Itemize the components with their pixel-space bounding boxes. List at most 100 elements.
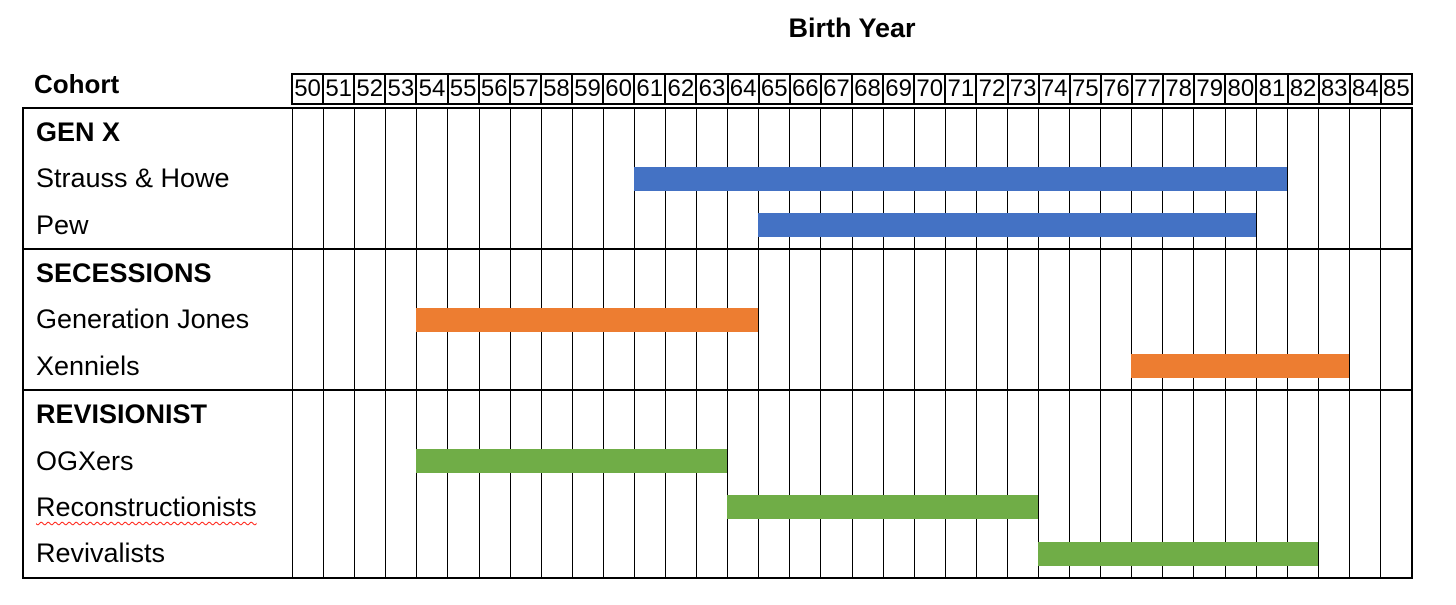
gridline	[1286, 250, 1288, 390]
row-track	[292, 531, 1411, 577]
row-label: OGXers	[24, 438, 292, 484]
gridline	[540, 391, 542, 577]
year-tick-label: 64	[729, 75, 760, 103]
gridline	[944, 250, 946, 390]
gridline	[1038, 391, 1039, 577]
gridline	[1006, 250, 1008, 390]
gridline	[478, 391, 480, 577]
gantt-section: GEN X Strauss & Howe Pew	[24, 109, 1412, 249]
gridline	[1286, 391, 1288, 577]
gridline	[1069, 391, 1071, 577]
gantt-bar	[1038, 541, 1318, 566]
gantt-bar	[758, 213, 1256, 238]
year-tick-label: 54	[417, 75, 449, 103]
gridline	[1348, 391, 1350, 577]
gridline	[478, 109, 480, 249]
gridline	[602, 109, 604, 249]
year-tick-label: 56	[480, 75, 511, 103]
section-header-label: SECESSIONS	[36, 257, 212, 288]
gantt-bar	[416, 307, 759, 332]
gridline	[665, 391, 666, 577]
row-track	[292, 438, 1411, 484]
row-label: Pew	[24, 202, 292, 248]
gridline	[1131, 250, 1133, 390]
gridline	[882, 391, 884, 577]
gantt-row: Generation Jones	[24, 297, 1411, 343]
gridline	[416, 109, 418, 249]
gridline	[820, 391, 822, 577]
gridline	[1348, 250, 1350, 390]
gridline	[385, 250, 387, 390]
year-tick-label: 59	[573, 75, 605, 103]
gridline	[323, 391, 325, 577]
gantt-row: OGXers	[24, 438, 1411, 484]
gridline	[944, 391, 946, 577]
gantt-section: REVISIONIST OGXers Reconstructionists Reviv…	[24, 389, 1412, 577]
gridline	[789, 250, 791, 390]
gridline	[509, 109, 511, 249]
row-track	[292, 155, 1411, 201]
section-gridlines	[292, 391, 1412, 577]
row-label: Xenniels	[24, 343, 292, 389]
gridline	[696, 391, 698, 577]
gridline	[975, 250, 977, 390]
year-header-row: 50 51 52 53 54 55 56 57 58 59 60 61 62 63 64 65 66 67 68 69…	[291, 73, 1413, 105]
year-tick-label: 51	[324, 75, 356, 103]
gridline	[416, 391, 418, 577]
row-track	[292, 343, 1411, 389]
gridline	[1317, 250, 1319, 390]
year-tick-label: 68	[853, 75, 885, 103]
year-tick-label: 74	[1040, 75, 1071, 103]
gridline	[1131, 391, 1133, 577]
gridline	[1348, 109, 1350, 249]
gantt-body: GEN X Strauss & Howe Pew SECESSIONS Generati…	[22, 107, 1413, 579]
year-tick-label: 50	[293, 75, 325, 103]
gridline	[602, 391, 604, 577]
gridline	[1162, 250, 1164, 390]
year-tick-label: 77	[1133, 75, 1165, 103]
gridline	[1006, 391, 1008, 577]
year-tick-label: 70	[915, 75, 947, 103]
gridline	[1317, 391, 1319, 577]
year-tick-label: 55	[449, 75, 480, 103]
gridline	[447, 391, 449, 577]
year-tick-label: 85	[1383, 75, 1410, 102]
gridline	[758, 250, 760, 390]
gantt-bar	[416, 449, 728, 474]
gridline	[1286, 109, 1288, 249]
gridline	[1100, 391, 1102, 577]
gridline	[1255, 391, 1257, 577]
gridline	[882, 250, 884, 390]
year-tick-label: 75	[1071, 75, 1102, 103]
year-tick-label: 73	[1009, 75, 1040, 103]
year-tick-label: 76	[1102, 75, 1133, 103]
row-track	[292, 202, 1411, 248]
section-header-row: GEN X	[24, 109, 1411, 155]
gridline	[758, 391, 760, 577]
year-tick-label: 83	[1320, 75, 1351, 103]
gridline	[1379, 109, 1381, 249]
row-label-text: Pew	[36, 209, 89, 240]
row-label-text: Strauss & Howe	[36, 163, 230, 194]
row-label-text: Generation Jones	[36, 304, 250, 335]
gantt-row: Pew	[24, 202, 1411, 248]
section-header-label: REVISIONIST	[36, 399, 208, 430]
year-tick-label: 58	[542, 75, 573, 103]
year-tick-label: 84	[1351, 75, 1382, 103]
year-tick-label: 79	[1195, 75, 1227, 103]
year-tick-label: 57	[511, 75, 542, 103]
gridline	[323, 250, 325, 390]
gantt-row: Strauss & Howe	[24, 155, 1411, 201]
year-tick-label: 61	[635, 75, 667, 103]
year-tick-label: 63	[697, 75, 729, 103]
year-tick-label: 69	[884, 75, 916, 103]
row-track	[292, 250, 1411, 296]
gridline	[1162, 391, 1164, 577]
year-tick-label: 78	[1164, 75, 1196, 103]
gridline	[354, 109, 356, 249]
gantt-row: Reconstructionists	[24, 484, 1411, 530]
year-tick-label: 66	[791, 75, 822, 103]
gridline	[1224, 250, 1226, 390]
row-label: Revivalists	[24, 531, 292, 577]
